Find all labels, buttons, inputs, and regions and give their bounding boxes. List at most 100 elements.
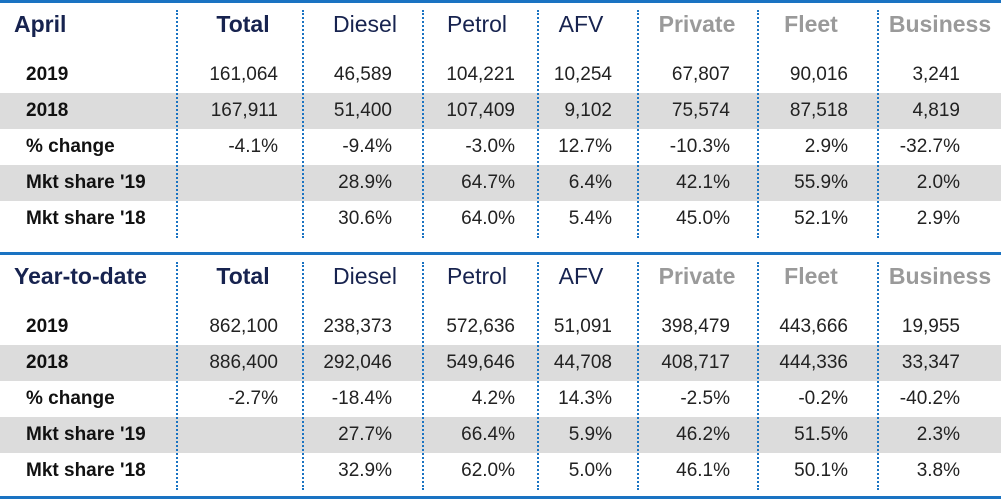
table-cell: 4.2%: [471, 388, 515, 409]
column-header: Total: [216, 262, 270, 289]
column-header: Private: [658, 10, 736, 37]
table-cell: 9,102: [564, 100, 612, 121]
table-cell: 52.1%: [794, 208, 848, 229]
column-separator: [637, 10, 639, 238]
table-row: % change -2.7% -18.4% 4.2% 14.3% -2.5% -0.2% -4…: [0, 381, 1001, 417]
column-header: AFV: [558, 10, 604, 37]
column-separator: [422, 262, 424, 490]
table-cell: 104,221: [446, 64, 515, 85]
column-separator: [637, 262, 639, 490]
column-header: AFV: [558, 262, 604, 289]
column-header: Diesel: [333, 10, 397, 37]
table-cell: -4.1%: [228, 136, 278, 157]
table-cell: 886,400: [209, 352, 278, 373]
table-cell: 398,479: [661, 316, 730, 337]
table-cell: 238,373: [323, 316, 392, 337]
table-cell: 2.9%: [804, 136, 848, 157]
column-header: Business: [888, 262, 992, 289]
table-row: 2019 862,100 238,373 572,636 51,091 398,479 44…: [0, 309, 1001, 345]
column-separator: [422, 10, 424, 238]
table-row: 2018 167,911 51,400 107,409 9,102 75,574 87,51…: [0, 93, 1001, 129]
table-cell: 161,064: [209, 64, 278, 85]
table-cell: 444,336: [779, 352, 848, 373]
table-section: Year-to-date Total Diesel Petrol AFV Private F…: [0, 252, 1001, 502]
table-cell: 46.1%: [676, 460, 730, 481]
row-label: 2018: [26, 352, 69, 373]
table-cell: 46.2%: [676, 424, 730, 445]
table-cell: -2.7%: [228, 388, 278, 409]
column-header: Private: [658, 262, 736, 289]
column-header: Business: [888, 10, 992, 37]
table-cell: 292,046: [323, 352, 392, 373]
table-cell: -2.5%: [680, 388, 730, 409]
table-cell: 5.0%: [568, 460, 612, 481]
table-cell: 27.7%: [338, 424, 392, 445]
table-cell: 51,400: [333, 100, 392, 121]
table-row: Mkt share '19 27.7% 66.4% 5.9% 46.2% 51.5% 2.3…: [0, 417, 1001, 453]
table-section: April Total Diesel Petrol AFV Private Fleet Bus…: [0, 0, 1001, 250]
row-label: Mkt share '18: [26, 208, 146, 229]
table-cell: 50.1%: [794, 460, 848, 481]
table-row: Mkt share '19 28.9% 64.7% 6.4% 42.1% 55.9% 2.0…: [0, 165, 1001, 201]
table-cell: 28.9%: [338, 172, 392, 193]
table-cell: 549,646: [446, 352, 515, 373]
table-cell: 4,819: [912, 100, 960, 121]
table-cell: 862,100: [209, 316, 278, 337]
table-cell: -32.7%: [899, 136, 960, 157]
table-cell: 90,016: [789, 64, 848, 85]
table-cell: 46,589: [333, 64, 392, 85]
table-cell: 2.9%: [916, 208, 960, 229]
table-cell: 66.4%: [461, 424, 515, 445]
table-cell: -10.3%: [669, 136, 730, 157]
column-separator: [877, 262, 879, 490]
table-cell: 10,254: [553, 64, 612, 85]
table-cell: 67,807: [671, 64, 730, 85]
bottom-rule: [0, 496, 1001, 499]
table-cell: 6.4%: [568, 172, 612, 193]
column-separator: [537, 10, 539, 238]
table-cell: -40.2%: [899, 388, 960, 409]
table-cell: 55.9%: [794, 172, 848, 193]
table-cell: 51,091: [553, 316, 612, 337]
row-label: Mkt share '19: [26, 424, 146, 445]
section-title: Year-to-date: [14, 262, 147, 289]
table-cell: -0.2%: [798, 388, 848, 409]
table-cell: 167,911: [210, 100, 278, 121]
column-separator: [176, 262, 178, 490]
table-cell: 42.1%: [676, 172, 730, 193]
table-row: 2019 161,064 46,589 104,221 10,254 67,807 90,0…: [0, 57, 1001, 93]
table-cell: -3.0%: [465, 136, 515, 157]
table-cell: 87,518: [789, 100, 848, 121]
row-label: % change: [26, 136, 115, 157]
table-cell: 408,717: [661, 352, 730, 373]
column-header: Petrol: [446, 10, 508, 37]
header-row: April Total Diesel Petrol AFV Private Fleet Bus…: [0, 3, 1001, 45]
table-cell: 5.9%: [568, 424, 612, 445]
column-separator: [176, 10, 178, 238]
table-cell: 33,347: [901, 352, 960, 373]
column-separator: [302, 10, 304, 238]
table-cell: 107,409: [446, 100, 515, 121]
header-row: Year-to-date Total Diesel Petrol AFV Private F…: [0, 255, 1001, 297]
table-cell: -18.4%: [331, 388, 392, 409]
table-cell: 44,708: [553, 352, 612, 373]
column-header: Total: [216, 10, 270, 37]
table-row: % change -4.1% -9.4% -3.0% 12.7% -10.3% 2.9% -3…: [0, 129, 1001, 165]
table-row: 2018 886,400 292,046 549,646 44,708 408,717 44…: [0, 345, 1001, 381]
table-cell: 75,574: [671, 100, 730, 121]
table-cell: 3,241: [912, 64, 960, 85]
column-separator: [757, 10, 759, 238]
column-separator: [877, 10, 879, 238]
section-title: April: [14, 10, 67, 37]
column-header: Fleet: [784, 262, 838, 289]
row-label: Mkt share '18: [26, 460, 146, 481]
table-cell: 45.0%: [676, 208, 730, 229]
table-cell: 32.9%: [338, 460, 392, 481]
column-header: Fleet: [784, 10, 838, 37]
column-separator: [757, 262, 759, 490]
table-cell: 3.8%: [916, 460, 960, 481]
table-cell: 443,666: [779, 316, 848, 337]
column-separator: [537, 262, 539, 490]
section-top-rule: [0, 252, 1001, 255]
table-row: Mkt share '18 30.6% 64.0% 5.4% 45.0% 52.1% 2.9…: [0, 201, 1001, 237]
